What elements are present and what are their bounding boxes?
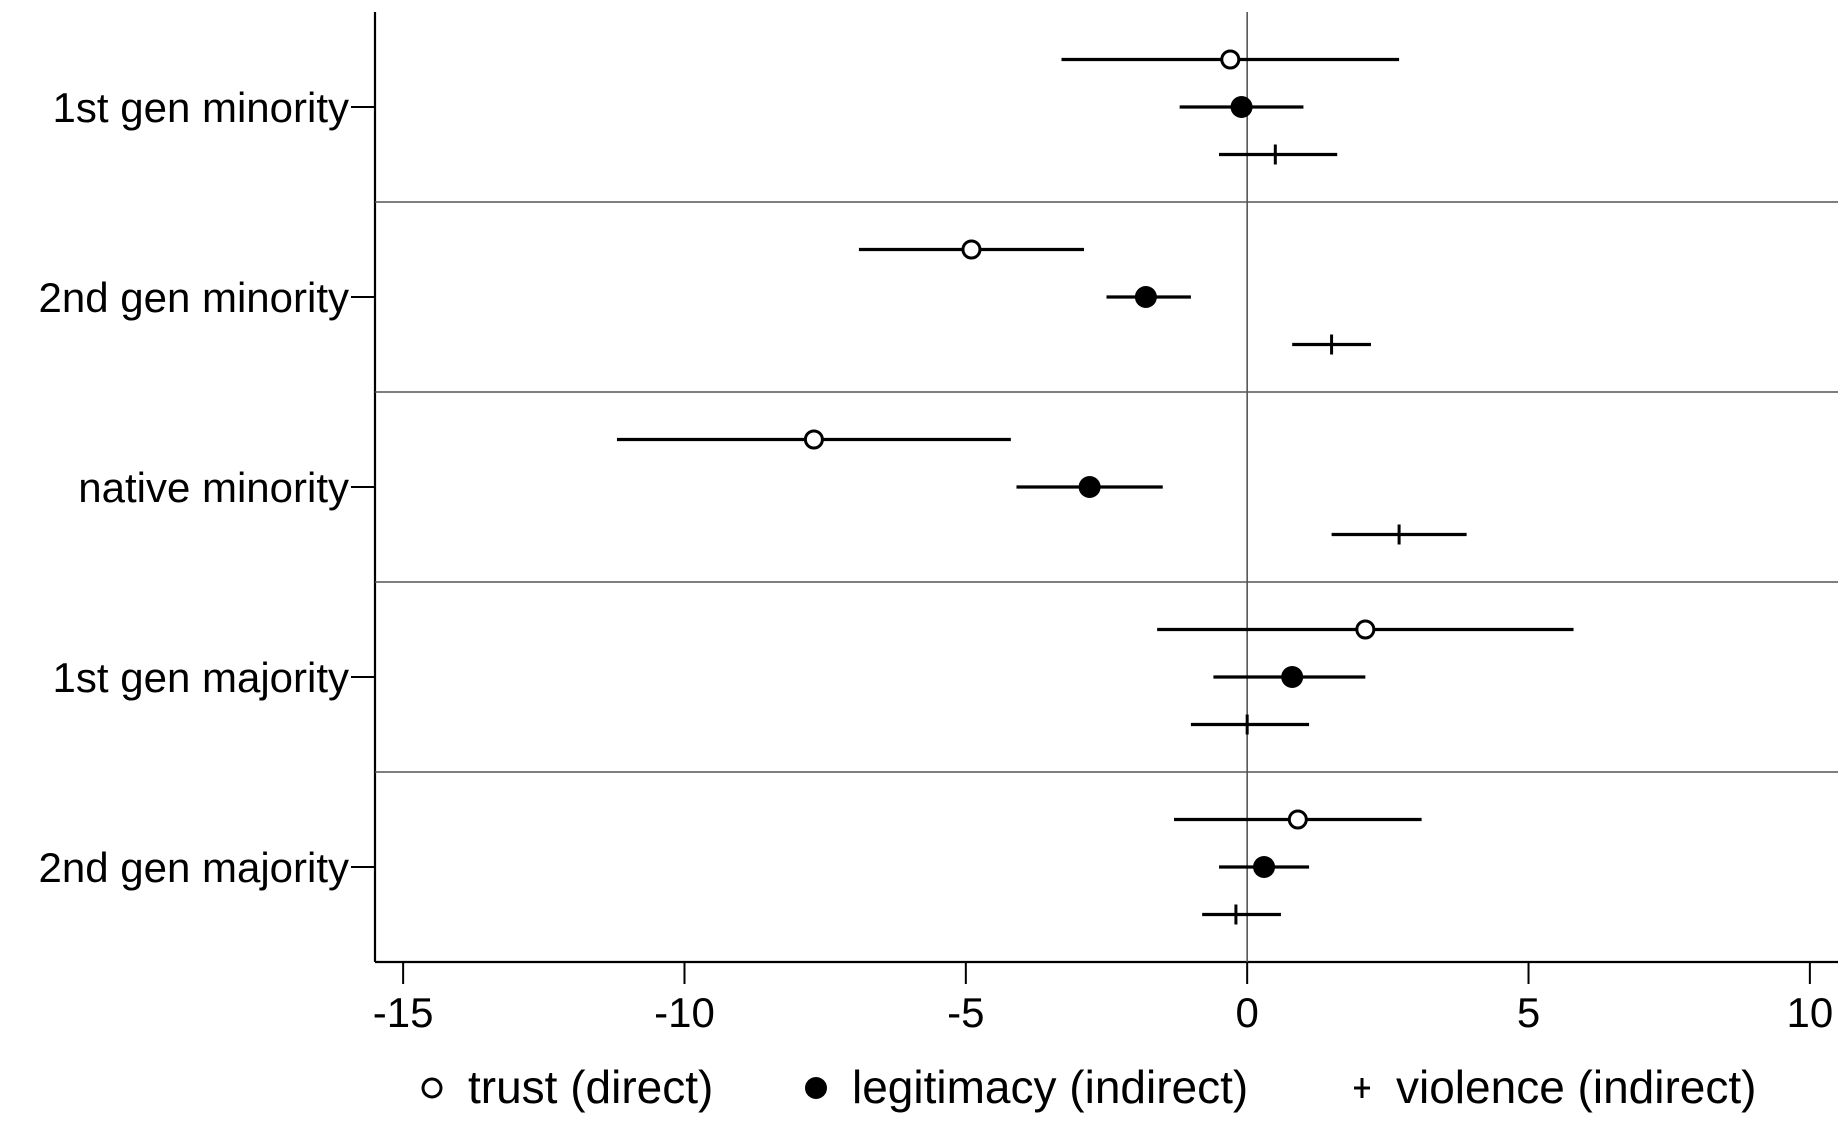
legitimacy-point <box>1134 286 1157 308</box>
y-axis: 1st gen minority 2nd gen minority native m… <box>38 84 375 891</box>
legend-legitimacy-label: legitimacy (indirect) <box>852 1061 1248 1113</box>
x-tick-label: 0 <box>1235 989 1258 1036</box>
trust-point <box>803 429 824 450</box>
y-tick-label: 2nd gen minority <box>38 274 349 321</box>
x-tick-label: -10 <box>654 989 715 1036</box>
legend-trust-label: trust (direct) <box>468 1061 713 1113</box>
x-tick-label: -5 <box>947 989 984 1036</box>
y-tick-label: native minority <box>78 464 349 511</box>
legend-violence-marker <box>1354 1078 1370 1098</box>
violence-point <box>1323 334 1340 355</box>
legitimacy-point <box>1281 666 1304 688</box>
legend-trust-marker <box>421 1077 443 1099</box>
legitimacy-point <box>1230 96 1253 118</box>
chart-marks <box>616 49 1574 925</box>
x-tick-label: 10 <box>1787 989 1834 1036</box>
violence-point <box>1227 904 1244 925</box>
violence-point <box>1391 524 1408 545</box>
legitimacy-point <box>1078 476 1101 498</box>
legend-violence-label: violence (indirect) <box>1396 1061 1756 1113</box>
legend: trust (direct) legitimacy (indirect) viole… <box>421 1061 1756 1113</box>
x-tick-label: 5 <box>1517 989 1540 1036</box>
y-tick-label: 1st gen majority <box>53 654 349 701</box>
x-axis: -15 -10 -5 0 5 10 <box>373 962 1833 1036</box>
legend-legitimacy-marker <box>805 1077 827 1099</box>
violence-point <box>1239 714 1256 735</box>
trust-point <box>1355 619 1376 640</box>
trust-point <box>961 239 982 260</box>
trust-point <box>1287 809 1308 830</box>
category-separators <box>375 201 1838 773</box>
x-tick-label: -15 <box>373 989 434 1036</box>
y-tick-label: 2nd gen majority <box>38 844 349 891</box>
legitimacy-point <box>1253 856 1276 878</box>
trust-point <box>1220 49 1241 70</box>
violence-point <box>1267 144 1284 165</box>
y-tick-label: 1st gen minority <box>53 84 349 131</box>
